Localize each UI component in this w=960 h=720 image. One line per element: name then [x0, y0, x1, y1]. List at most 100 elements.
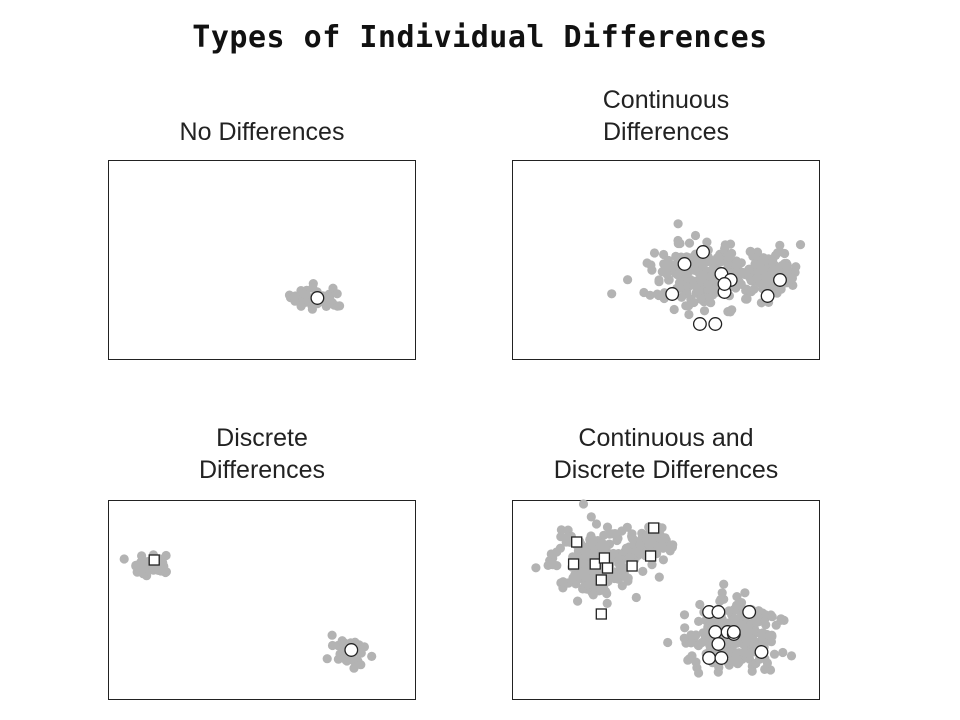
individual-mean-circle	[344, 643, 359, 657]
population-point	[635, 540, 645, 550]
individual-mean-circle	[708, 625, 723, 639]
population-point	[657, 523, 667, 533]
population-point	[638, 566, 648, 577]
individual-mean-square	[595, 574, 607, 586]
population-point	[119, 554, 129, 564]
population-point	[732, 257, 742, 267]
population-point	[658, 555, 669, 565]
population-point	[680, 623, 690, 633]
population-point	[602, 589, 612, 599]
individual-mean-square	[571, 536, 583, 548]
individual-mean-square	[626, 560, 638, 572]
population-point	[581, 572, 591, 582]
population-point	[679, 633, 689, 643]
population-point	[780, 248, 790, 259]
population-point	[758, 265, 768, 275]
population-point	[332, 289, 342, 299]
population-point	[321, 301, 331, 311]
population-point	[730, 614, 740, 624]
population-point	[595, 541, 605, 551]
individual-mean-circle	[714, 651, 729, 665]
population-point	[308, 283, 318, 293]
population-point	[695, 599, 705, 610]
population-point	[356, 660, 366, 670]
population-point	[769, 649, 780, 659]
individual-mean-circle	[773, 273, 787, 287]
population-point	[707, 264, 718, 275]
population-point	[775, 240, 785, 250]
population-point	[741, 294, 751, 304]
population-point	[767, 612, 777, 622]
population-point	[697, 638, 707, 648]
population-point	[639, 287, 649, 298]
population-point	[654, 290, 664, 301]
population-point	[156, 563, 166, 573]
individual-mean-square	[601, 562, 614, 574]
population-point	[649, 248, 660, 258]
individual-mean-circle	[696, 245, 710, 259]
population-point	[719, 579, 729, 589]
population-point	[647, 560, 657, 570]
individual-mean-circle	[677, 257, 692, 271]
population-point	[684, 301, 694, 311]
population-point	[717, 588, 727, 598]
population-point	[694, 616, 704, 627]
panel-0-marks	[284, 279, 345, 314]
population-point	[658, 543, 668, 553]
population-point	[546, 549, 556, 559]
population-point	[602, 598, 612, 609]
panel-title-continuous-and-discrete: Continuous and Discrete Differences	[553, 424, 779, 484]
population-point	[765, 630, 775, 641]
panel-title-continuous: Continuous Differences	[602, 86, 730, 146]
individual-mean-circle	[717, 277, 732, 291]
population-point	[739, 647, 749, 658]
population-point	[578, 499, 589, 509]
population-point	[602, 522, 613, 532]
population-point	[555, 543, 566, 553]
population-point	[579, 559, 589, 569]
population-point	[699, 306, 710, 316]
individual-mean-circle	[702, 651, 717, 665]
individual-mean-square	[598, 552, 611, 564]
panel-title-discrete: Discrete Differences	[199, 424, 325, 484]
population-point	[583, 548, 593, 559]
population-point	[586, 512, 596, 522]
individual-mean-square	[567, 558, 580, 570]
individual-mean-square	[644, 550, 657, 562]
population-point	[622, 522, 632, 532]
population-point	[654, 277, 664, 287]
population-point	[623, 576, 633, 586]
population-point	[552, 561, 562, 571]
population-point	[571, 571, 581, 581]
population-point	[764, 275, 774, 285]
population-point	[690, 265, 700, 275]
population-point	[289, 292, 299, 302]
population-point	[625, 552, 635, 562]
population-point	[727, 305, 737, 315]
individual-mean-circle	[711, 637, 726, 651]
individual-mean-circle	[310, 291, 325, 305]
population-point	[795, 240, 806, 250]
panel-title-no-differences: No Differences	[179, 118, 345, 146]
population-point	[654, 572, 664, 582]
population-point	[349, 663, 359, 673]
population-point	[677, 292, 687, 302]
population-point	[631, 592, 641, 603]
population-point	[663, 637, 673, 648]
population-point	[691, 630, 701, 640]
population-point	[139, 563, 149, 573]
individual-mean-circle	[665, 287, 680, 301]
population-point	[749, 284, 759, 294]
population-point	[673, 219, 683, 229]
population-point	[610, 573, 620, 584]
population-point	[720, 243, 730, 254]
population-point	[686, 638, 696, 648]
population-point	[612, 535, 622, 546]
population-point	[698, 628, 708, 638]
population-point	[531, 563, 541, 573]
population-point	[684, 238, 695, 248]
population-point	[671, 251, 681, 261]
individual-mean-circle	[708, 317, 723, 331]
population-point	[778, 647, 788, 658]
